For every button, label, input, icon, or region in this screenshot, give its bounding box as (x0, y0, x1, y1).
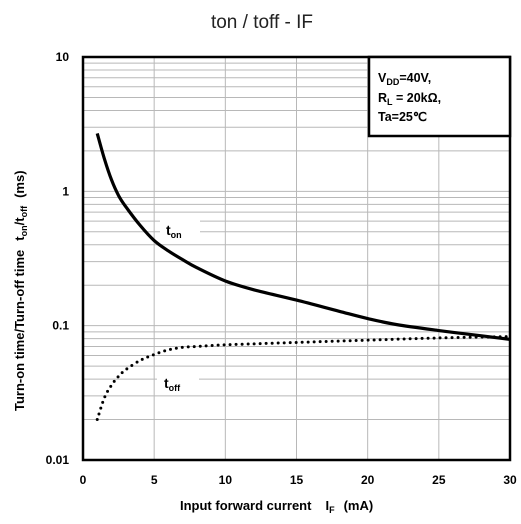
condition-ta: Ta=25℃ (378, 110, 427, 124)
plot-frame (81, 55, 512, 462)
y-axis-label-t2-sub: off (19, 205, 29, 217)
x-tick-label-3: 15 (290, 473, 304, 487)
y-axis-label-t1: t (12, 236, 27, 241)
x-tick-label-2: 10 (219, 473, 233, 487)
condition-vdd: VDD=40V, (378, 71, 431, 87)
toff-label-text: toff (164, 375, 181, 393)
y-axis-label-main: Turn-on time/Turn-off time (12, 250, 27, 411)
series-layer (95, 132, 512, 422)
y-axis-label-t2: t (12, 217, 27, 222)
toff-curve-label: toff (157, 373, 199, 395)
conditions-box-frame (367, 55, 512, 138)
ton-label-text: ton (166, 222, 182, 240)
y-axis-label-slash: / (12, 221, 27, 225)
x-axis-label-symbol-sub: F (329, 505, 335, 515)
x-tick-label-4: 20 (361, 473, 375, 487)
series-toff-line (95, 335, 512, 422)
x-tick-label-5: 25 (432, 473, 446, 487)
x-axis-label: Input forward current IF (mA) (180, 498, 373, 515)
toff-label-bg (157, 373, 199, 395)
x-tick-label-1: 5 (151, 473, 158, 487)
x-axis-label-unit: (mA) (344, 498, 374, 513)
y-tick-label-1: 0.1 (52, 319, 69, 333)
y-tick-label-2: 1 (62, 184, 69, 198)
y-tick-labels: 0.01 0.1 1 10 (46, 50, 70, 467)
x-axis-label-symbol: I (325, 498, 329, 513)
x-tick-label-6: 30 (503, 473, 517, 487)
ton-label-bg (160, 217, 200, 239)
conditions-box: VDD=40V, RL = 20kΩ, Ta=25℃ (367, 55, 512, 138)
y-tick-label-0: 0.01 (46, 453, 70, 467)
y-axis-label-t1-sub: on (19, 225, 29, 236)
chart-title: ton / toff - IF (211, 12, 313, 33)
y-axis-label: Turn-on time/Turn-off timeton/toff(ms) (12, 170, 29, 411)
series-ton-line (95, 132, 511, 342)
x-tick-labels: 0 5 10 15 20 25 30 (80, 473, 517, 487)
y-tick-label-3: 10 (56, 50, 70, 64)
ton-curve-label: ton (160, 217, 200, 240)
x-axis-label-main: Input forward current (180, 498, 312, 513)
condition-rl: RL = 20kΩ, (378, 91, 441, 107)
y-axis-label-unit: (ms) (12, 170, 27, 197)
x-tick-label-0: 0 (80, 473, 87, 487)
